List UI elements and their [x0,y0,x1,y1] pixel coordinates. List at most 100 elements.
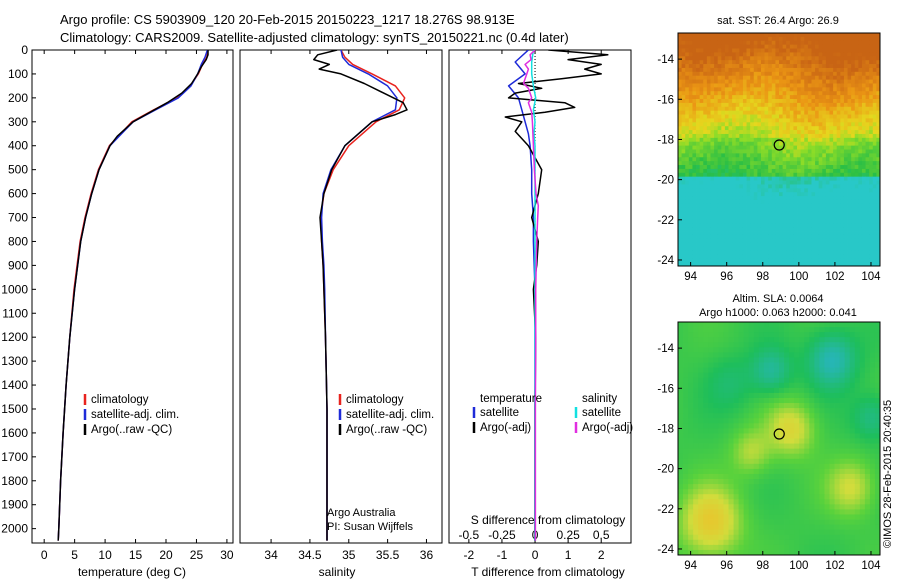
sst-cell [696,71,701,77]
sla-cell [693,428,699,434]
sla-cell [768,443,775,450]
sst-cell [714,238,719,244]
sst-cell [735,250,740,255]
sst-cell [822,207,827,213]
sst-cell [724,33,729,38]
sst-cell [681,157,686,162]
sst-cell [793,180,798,185]
sst-cell [807,44,812,49]
sst-cell [753,223,758,228]
sst-cell [843,231,848,236]
sst-cell [797,250,802,255]
sla-cell [849,489,856,495]
salinity-diff-tick-label: 0.25 [556,528,580,542]
sla-cell [834,413,840,419]
sst-cell [739,192,744,197]
sst-cell [728,180,733,185]
sst-cell [714,188,719,193]
sst-cell [811,102,816,108]
sla-cell [809,382,815,389]
sst-cell [793,231,798,236]
sst-cell [847,180,852,185]
sst-cell [836,180,841,185]
sla-cell [678,352,684,358]
sst-cell [789,215,794,220]
sst-cell [779,161,784,166]
sst-cell [779,141,784,147]
sla-cell [784,357,790,363]
sst-cell [807,231,812,236]
sst-cell [854,250,859,255]
sst-cell [797,95,802,100]
sst-cell [768,165,773,170]
sst-cell [815,176,820,181]
map-y-tick-label: -22 [657,215,674,227]
sst-cell [717,168,722,174]
sla-cell [708,428,714,434]
sst-cell [815,56,820,61]
sla-cell [824,352,830,358]
sla-cell [763,468,770,475]
sst-cell [757,33,762,38]
sst-cell [872,130,877,135]
sst-cell [840,227,845,232]
sst-cell [869,44,874,49]
sst-cell [851,176,856,181]
sst-cell [771,227,776,232]
sst-cell [865,238,870,244]
sst-cell [742,215,747,220]
sla-cell [758,484,765,490]
sst-cell [793,238,798,244]
sst-cell [688,242,693,247]
sst-cell [760,188,765,193]
sst-cell [840,71,845,77]
sla-cell [723,494,729,500]
sla-cell [713,387,719,394]
sst-cell [797,231,802,236]
sst-cell [688,196,693,201]
sla-cell [784,322,790,328]
sst-cell [789,137,794,143]
sst-cell [789,149,794,154]
sst-cell [750,79,755,84]
sla-cell [708,489,714,495]
sst-cell [840,133,845,139]
sst-cell [717,196,722,201]
sla-cell [693,473,699,480]
sla-cell [708,458,714,465]
sst-cell [786,234,791,240]
sst-cell [836,145,841,150]
sst-cell [728,176,733,181]
sst-cell [825,234,830,240]
sst-cell [768,215,773,220]
sst-cell [757,114,762,119]
sst-cell [724,67,729,73]
sst-cell [768,262,773,267]
sst-cell [800,258,805,263]
sst-cell [786,262,791,267]
sst-cell [840,36,845,42]
sst-cell [735,130,740,135]
sst-cell [703,219,708,224]
sst-cell [724,231,729,236]
sla-cell [829,347,835,353]
sst-cell [760,250,765,255]
sst-cell [714,106,719,112]
sst-cell [753,254,758,259]
sst-cell [753,79,758,84]
sst-cell [836,234,841,240]
sla-cell [738,468,745,475]
sst-cell [793,196,798,201]
sst-cell [717,133,722,139]
sst-cell [869,40,874,46]
sst-cell [818,67,823,73]
sst-cell [865,149,870,154]
sst-cell [797,87,802,92]
sst-cell [843,242,848,247]
sla-cell [794,337,800,343]
sla-cell [768,458,775,465]
sst-cell [847,48,852,53]
sst-cell [706,219,711,224]
sst-cell [865,215,870,220]
sla-cell [809,473,815,480]
